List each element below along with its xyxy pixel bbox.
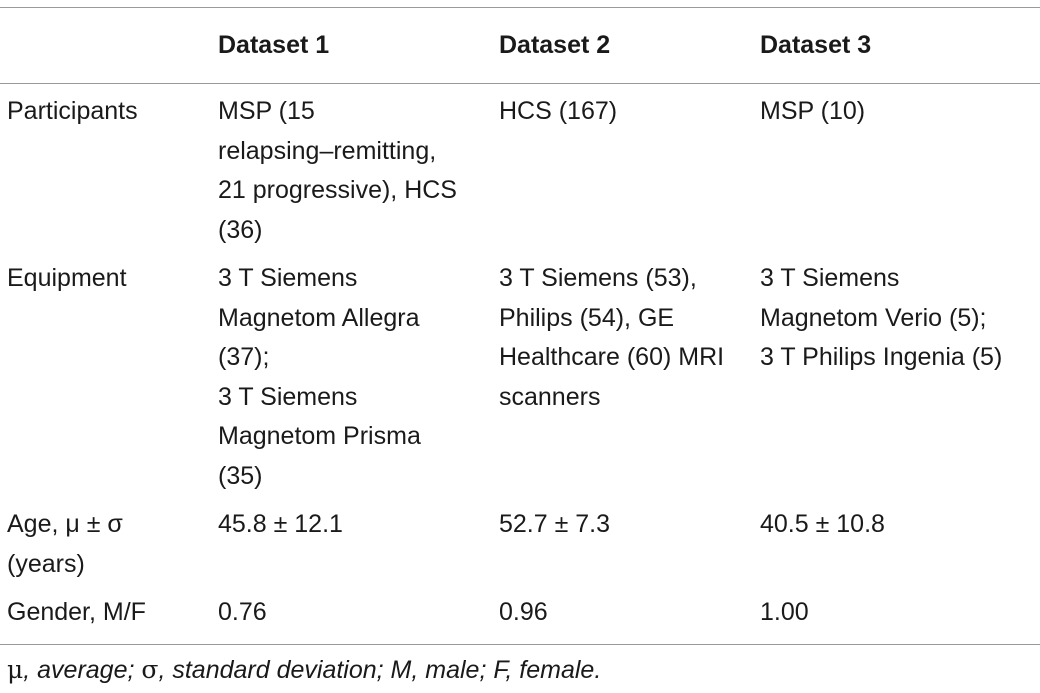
table-top-rule (0, 7, 1040, 8)
table-header-row: Dataset 1 Dataset 2 Dataset 3 (0, 8, 1040, 83)
header-dataset-1: Dataset 1 (218, 31, 330, 59)
footnote-mu-symbol: μ (7, 655, 24, 684)
cell-line: relapsing–remitting, (218, 136, 437, 165)
cell-gender-dataset-1: 0.76 (218, 584, 499, 633)
table-row-gender: Gender, M/F 0.76 0.96 1.00 (0, 584, 1040, 633)
cell-line: HCS (167) (499, 97, 618, 125)
header-cell-empty (0, 8, 218, 83)
cell-line: MSP (10) (760, 97, 866, 125)
cell-line: 0.96 (499, 598, 548, 626)
cell-line: 52.7 ± 7.3 (499, 510, 611, 538)
cell-age-dataset-3: 40.5 ± 10.8 (760, 496, 1040, 584)
row-label-equipment: Equipment (7, 264, 127, 292)
cell-participants-dataset-3: MSP (10) (760, 83, 1040, 250)
cell-line: MSP (15 (218, 97, 315, 125)
cell-line: 3 T Siemens (218, 382, 358, 411)
cell-line: (years) (7, 549, 85, 578)
table-footnote: μ, average; σ, standard deviation; M, ma… (7, 652, 601, 688)
cell-line: 1.00 (760, 598, 809, 626)
table-row-equipment: Equipment 3 T Siemens Magnetom Allegra (… (0, 250, 1040, 496)
cell-line: 40.5 ± 10.8 (760, 510, 885, 538)
cell-gender-dataset-3: 1.00 (760, 584, 1040, 633)
footnote-text-average: , average; (23, 656, 142, 684)
cell-age-dataset-2: 52.7 ± 7.3 (499, 496, 760, 584)
footnote-text-rest: , standard deviation; M, male; F, female… (158, 656, 602, 684)
cell-equipment-dataset-2: 3 T Siemens (53), Philips (54), GE Healt… (499, 250, 760, 496)
cell-line: 0.76 (218, 598, 267, 626)
cell-participants-dataset-1: MSP (15 relapsing–remitting, 21 progress… (218, 83, 499, 250)
cell-gender-dataset-2: 0.96 (499, 584, 760, 633)
header-dataset-3: Dataset 3 (760, 31, 872, 59)
cell-line: (37); (218, 343, 270, 371)
dataset-comparison-table: Dataset 1 Dataset 2 Dataset 3 Participan… (0, 8, 1040, 633)
cell-line: 3 T Siemens (53), (499, 264, 697, 292)
cell-line: (35) (218, 461, 263, 490)
cell-age-dataset-1: 45.8 ± 12.1 (218, 496, 499, 584)
cell-line: 45.8 ± 12.1 (218, 510, 343, 538)
row-label-age: Age, μ ± σ (years) (0, 496, 218, 584)
table-header-rule (0, 83, 1040, 84)
cell-equipment-dataset-1: 3 T Siemens Magnetom Allegra (37); 3 T S… (218, 250, 499, 496)
table-row-participants: Participants MSP (15 relapsing–remitting… (0, 83, 1040, 250)
cell-line: scanners (499, 382, 601, 411)
header-dataset-2: Dataset 2 (499, 31, 611, 59)
cell-equipment-dataset-3: 3 T Siemens Magnetom Verio (5); 3 T Phil… (760, 250, 1040, 496)
cell-line: Age, μ ± σ (7, 510, 123, 538)
footnote-sigma-symbol: σ (141, 655, 159, 684)
cell-line: 3 T Siemens (760, 264, 900, 292)
table-bottom-rule (0, 644, 1040, 645)
cell-line: 21 progressive), HCS (218, 176, 457, 204)
cell-line: Magnetom Prisma (218, 422, 421, 450)
cell-line: Philips (54), GE (499, 303, 675, 332)
cell-line: Magnetom Allegra (218, 303, 420, 332)
cell-line: 3 T Siemens (218, 264, 358, 292)
table-row-age: Age, μ ± σ (years) 45.8 ± 12.1 52.7 ± 7.… (0, 496, 1040, 584)
cell-participants-dataset-2: HCS (167) (499, 83, 760, 250)
cell-line: Healthcare (60) MRI (499, 343, 725, 371)
cell-line: Magnetom Verio (5); (760, 303, 987, 332)
row-label-gender: Gender, M/F (7, 598, 146, 626)
row-label-participants: Participants (7, 97, 138, 125)
cell-line: (36) (218, 215, 263, 244)
cell-line: 3 T Philips Ingenia (5) (760, 343, 1003, 371)
